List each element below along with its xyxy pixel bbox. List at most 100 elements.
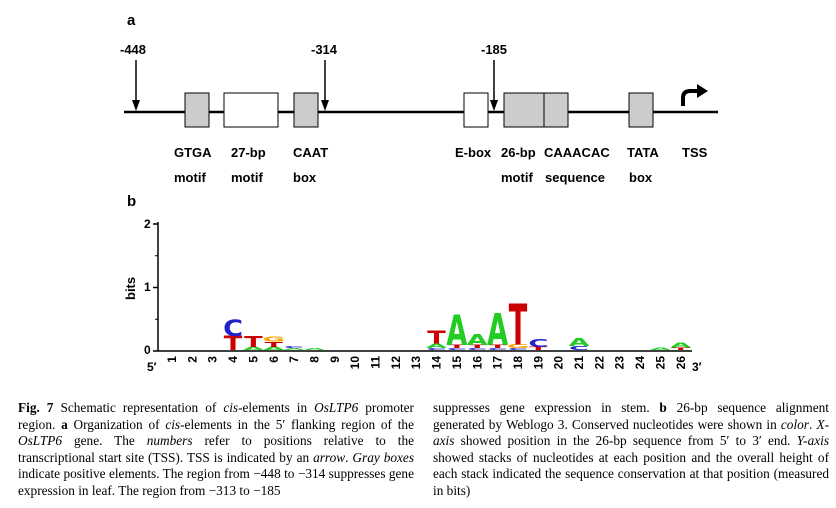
x-tick-label: 8 (307, 356, 321, 363)
element-label: 26-bp (501, 145, 536, 160)
x-tick-label: 25 (653, 356, 667, 370)
logo-letter-c: C (447, 348, 467, 351)
logo-letter-c: C (284, 346, 304, 349)
logo-letter-t: T (427, 328, 446, 348)
logo-letter-c: C (223, 315, 243, 341)
panel-a-label: a (127, 12, 136, 29)
x-tick-label: 15 (450, 356, 464, 370)
logo-letter-a: A (304, 348, 325, 351)
element-label: box (629, 170, 653, 185)
x-tick-label: 7 (287, 356, 301, 363)
element-labels: GTGA motif 27-bp motif CAAT box E-box 26… (174, 145, 708, 185)
element-label: sequence (545, 170, 605, 185)
element-label: TATA (627, 145, 659, 160)
x-tick-label: 9 (328, 356, 342, 363)
x-tick-label: 17 (491, 356, 505, 370)
logo-letter-c: C (528, 337, 548, 349)
x-tick-labels: 1 2 3 4 5 6 7 8 9 10 11 12 13 14 15 16 17 18 19 20 21 22 23 24 2… (165, 356, 688, 370)
caption-left-column: Fig. 7 Schematic representation of cis-e… (18, 400, 414, 498)
logo-letter-a: A (426, 343, 448, 350)
x-tick-label: 2 (185, 356, 199, 363)
logo-letter-a: A (487, 304, 508, 356)
x-tick-label: 24 (633, 356, 647, 370)
logo-letter-t: T (224, 332, 243, 355)
logo-letter-a: A (263, 346, 284, 351)
logo-letter-t: T (672, 347, 692, 351)
y-axis-label: bits (123, 277, 138, 300)
caat-box (293, 92, 319, 128)
position-marker-185: -185 (481, 42, 507, 111)
logo-letter-t: T (244, 334, 263, 351)
five-prime-end-label: 5′ (147, 360, 157, 374)
element-label: motif (231, 170, 263, 185)
x-tick-label: 14 (430, 356, 444, 370)
logo-letter-t: T (529, 346, 549, 351)
logo-letter-a: A (569, 337, 590, 349)
position-label: -314 (311, 42, 338, 57)
logo-letter-a: A (284, 348, 305, 351)
logo-letter-a: A (243, 346, 264, 351)
x-tick-label: 18 (511, 356, 525, 370)
x-tick-label: 16 (470, 356, 484, 370)
element-label: motif (501, 170, 533, 185)
x-tick-label: 1 (165, 356, 179, 363)
element-label: CAAACAC (544, 145, 610, 160)
element-label: motif (174, 170, 206, 185)
logo-letter-t: T (468, 344, 488, 349)
x-tick-label: 21 (572, 356, 586, 370)
x-tick-label: 5 (246, 356, 260, 363)
x-tick-label: 13 (409, 356, 423, 370)
element-label: box (293, 170, 317, 185)
logo-letter-c: C (488, 348, 508, 351)
x-tick-label: 22 (592, 356, 606, 370)
gtga-motif-box (184, 92, 210, 128)
logo-letter-a: A (467, 332, 488, 349)
y-tick-label: 0 (144, 343, 151, 357)
27bp-motif-box (223, 92, 279, 128)
x-tick-label: 19 (531, 356, 545, 370)
panel-b-label: b (127, 193, 136, 210)
logo-letter-t: T (509, 293, 528, 358)
logo-letter-t: T (448, 344, 468, 349)
logo-letter-t: T (488, 344, 508, 349)
element-label: GTGA (174, 145, 212, 160)
position-label: -185 (481, 42, 507, 57)
logo-letter-g: G (263, 335, 285, 343)
caption-right-column: suppresses gene expression in stem. b 26… (433, 400, 830, 498)
element-label: E-box (455, 145, 492, 160)
logo-letter-a: A (670, 341, 692, 349)
tss-arrow-icon (681, 84, 708, 106)
element-label: 27-bp (231, 145, 266, 160)
position-label: -448 (120, 42, 146, 57)
element-label: TSS (682, 145, 708, 160)
x-tick-label: 26 (674, 356, 688, 370)
element-label: CAAT (293, 145, 328, 160)
x-tick-label: 3 (206, 356, 220, 363)
x-tick-label: 12 (389, 356, 403, 370)
three-prime-end-label: 3′ (692, 360, 702, 374)
figure-number: Fig. 7 (18, 400, 54, 415)
x-tick-label: 4 (226, 356, 240, 363)
logo-letter-c: C (508, 348, 528, 351)
logo-letter-c: C (427, 348, 447, 351)
tata-box (628, 92, 654, 128)
position-marker-448: -448 (120, 42, 146, 111)
x-tick-label: 11 (369, 356, 383, 369)
y-tick-label: 2 (144, 217, 151, 231)
e-box (463, 92, 489, 128)
logo-letter-c: C (569, 345, 589, 351)
x-tick-label: 6 (267, 356, 281, 363)
position-marker-314: -314 (311, 42, 338, 111)
x-tick-label: 10 (348, 356, 362, 370)
logo-letter-a: A (650, 347, 671, 351)
logo-letter-c: C (467, 348, 487, 351)
caaacac-sequence-box (543, 92, 569, 128)
logo-letter-g: G (507, 343, 529, 349)
logo-letter-t: T (264, 341, 283, 349)
logo-letter-a: A (446, 307, 468, 356)
figure: a -448 -314 -185 GTGA motif 27-bp motif … (120, 12, 718, 374)
x-tick-label: 23 (613, 356, 627, 370)
x-tick-label: 20 (552, 356, 566, 370)
26bp-motif-box (503, 92, 545, 128)
